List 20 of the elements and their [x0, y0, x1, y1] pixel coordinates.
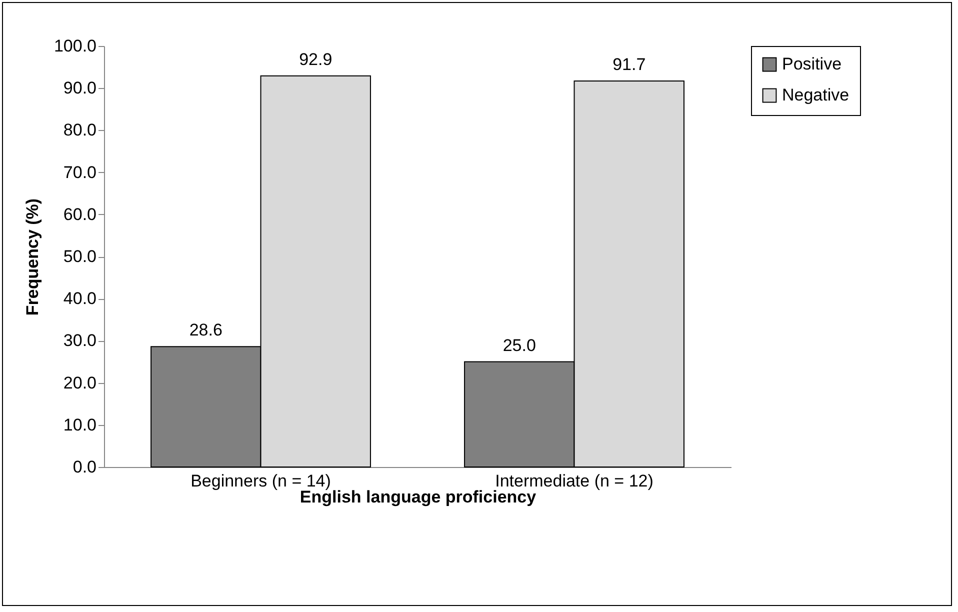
y-tick-label: 70.0 [63, 162, 96, 182]
y-tick-label: 20.0 [63, 373, 96, 392]
y-tick-label: 0.0 [72, 458, 96, 476]
data-label: 92.9 [299, 50, 332, 69]
data-label: 91.7 [612, 54, 646, 74]
y-tick-label: 30.0 [63, 331, 96, 350]
x-tick-label: Intermediate (n = 12) [495, 472, 654, 490]
y-tick-label: 10.0 [63, 415, 96, 434]
y-tick-label: 80.0 [63, 120, 96, 140]
y-tick-label: 50.0 [63, 247, 96, 266]
data-label: 28.6 [189, 320, 222, 340]
y-tick-label: 60.0 [63, 204, 96, 224]
legend-label: Positive [782, 54, 842, 74]
y-axis-title: Frequency (%) [22, 198, 42, 316]
y-tick-label: 90.0 [63, 78, 96, 98]
y-tick-label: 100.0 [54, 36, 96, 56]
x-tick-label: Beginners (n = 14) [190, 472, 331, 490]
y-tick-label: 40.0 [63, 289, 96, 308]
legend-label: Negative [782, 86, 850, 104]
data-label: 25.0 [502, 336, 536, 355]
